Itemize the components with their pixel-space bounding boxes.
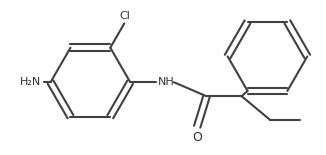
Text: NH: NH [158,77,175,87]
Text: O: O [192,131,202,144]
Text: H₂N: H₂N [20,77,41,87]
Text: Cl: Cl [119,11,130,21]
